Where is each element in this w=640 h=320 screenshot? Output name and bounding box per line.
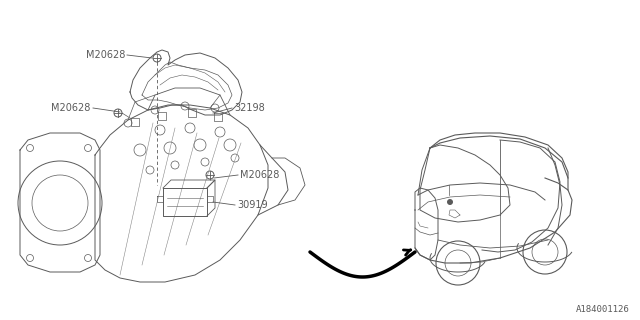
- Text: M20628: M20628: [51, 103, 90, 113]
- Text: A184001126: A184001126: [576, 305, 630, 314]
- Text: M20628: M20628: [240, 170, 280, 180]
- Text: M20628: M20628: [86, 50, 125, 60]
- Text: 30919: 30919: [237, 200, 268, 210]
- Text: 32198: 32198: [234, 103, 265, 113]
- Circle shape: [447, 199, 453, 205]
